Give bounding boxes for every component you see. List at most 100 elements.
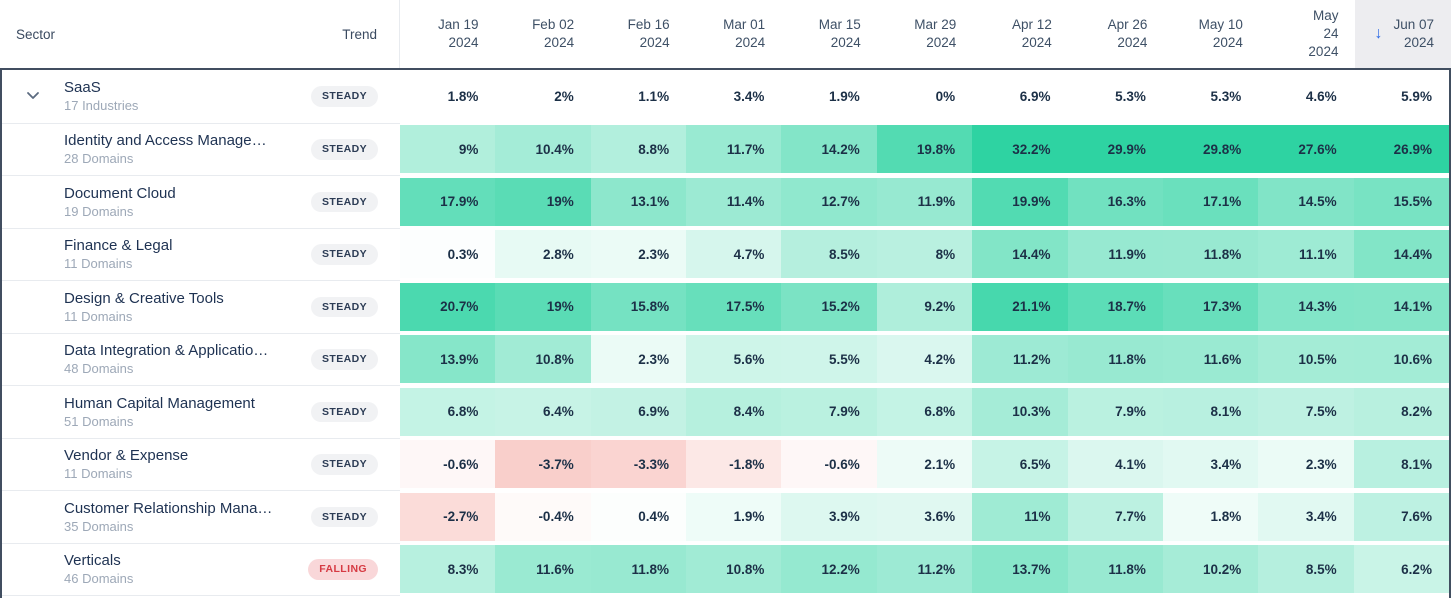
heatmap-cell[interactable]: 17.1%: [1162, 177, 1259, 226]
heatmap-cell[interactable]: -3.3%: [590, 440, 687, 488]
heatmap-cell[interactable]: 4.6%: [1258, 72, 1354, 121]
heatmap-cell[interactable]: 9.2%: [876, 282, 973, 331]
heatmap-cell[interactable]: 15.2%: [781, 282, 877, 331]
heatmap-cell[interactable]: 7.7%: [1067, 492, 1163, 541]
heatmap-cell[interactable]: 7.9%: [1067, 387, 1163, 436]
heatmap-cell[interactable]: 11.6%: [1162, 335, 1259, 383]
column-header-date[interactable]: Mar 01 2024: [687, 0, 783, 68]
heatmap-cell[interactable]: 2.3%: [1258, 440, 1354, 488]
heatmap-cell[interactable]: 11.6%: [495, 545, 591, 593]
heatmap-cell[interactable]: 8.8%: [590, 125, 687, 173]
column-header-date[interactable]: Mar 15 2024: [782, 0, 878, 68]
heatmap-cell[interactable]: 14.5%: [1258, 177, 1354, 226]
heatmap-cell[interactable]: 11.4%: [686, 177, 782, 226]
sector-row[interactable]: Finance & Legal 11 Domains STEADY: [2, 227, 400, 280]
heatmap-cell[interactable]: 14.1%: [1353, 282, 1449, 331]
heatmap-cell[interactable]: 19%: [495, 282, 591, 331]
heatmap-cell[interactable]: 19.8%: [876, 125, 973, 173]
heatmap-cell[interactable]: 6.9%: [590, 387, 687, 436]
heatmap-cell[interactable]: 7.6%: [1353, 492, 1449, 541]
heatmap-cell[interactable]: 26.9%: [1353, 125, 1449, 173]
heatmap-cell[interactable]: 0.4%: [590, 492, 687, 541]
heatmap-cell[interactable]: 11.1%: [1258, 230, 1354, 278]
heatmap-cell[interactable]: 16.3%: [1067, 177, 1163, 226]
column-header-date[interactable]: ↓ Jun 07 2024: [1355, 0, 1451, 68]
heatmap-cell[interactable]: 10.5%: [1258, 335, 1354, 383]
heatmap-cell[interactable]: 3.9%: [781, 492, 877, 541]
sector-row[interactable]: Vendor & Expense 11 Domains STEADY: [2, 437, 400, 490]
heatmap-cell[interactable]: 29.8%: [1162, 125, 1259, 173]
heatmap-cell[interactable]: 5.3%: [1162, 72, 1259, 121]
heatmap-cell[interactable]: 2.3%: [590, 335, 687, 383]
heatmap-cell[interactable]: 8.1%: [1162, 387, 1259, 436]
heatmap-cell[interactable]: -0.4%: [495, 492, 591, 541]
heatmap-cell[interactable]: -1.8%: [686, 440, 782, 488]
heatmap-cell[interactable]: 1.1%: [590, 72, 687, 121]
column-header-date[interactable]: Mar 29 2024: [878, 0, 974, 68]
heatmap-cell[interactable]: 11.8%: [1067, 545, 1163, 593]
sector-row-parent[interactable]: SaaS 17 Industries STEADY: [2, 70, 400, 123]
heatmap-cell[interactable]: 2.8%: [495, 230, 591, 278]
heatmap-cell[interactable]: 7.9%: [781, 387, 877, 436]
heatmap-cell[interactable]: 32.2%: [972, 125, 1068, 173]
heatmap-cell[interactable]: 8.2%: [1353, 387, 1449, 436]
heatmap-cell[interactable]: 6.8%: [876, 387, 973, 436]
heatmap-cell[interactable]: 5.6%: [686, 335, 782, 383]
heatmap-cell[interactable]: 14.3%: [1258, 282, 1354, 331]
heatmap-cell[interactable]: 9%: [400, 125, 496, 173]
heatmap-cell[interactable]: -0.6%: [781, 440, 877, 488]
heatmap-cell[interactable]: -3.7%: [495, 440, 591, 488]
heatmap-cell[interactable]: 10.8%: [495, 335, 591, 383]
heatmap-cell[interactable]: 17.9%: [400, 177, 496, 226]
heatmap-cell[interactable]: 12.2%: [781, 545, 877, 593]
sector-row[interactable]: Verticals 46 Domains FALLING: [2, 542, 400, 595]
heatmap-cell[interactable]: 3.4%: [686, 72, 782, 121]
heatmap-cell[interactable]: 8%: [876, 230, 973, 278]
heatmap-cell[interactable]: 8.5%: [781, 230, 877, 278]
heatmap-cell[interactable]: 20.7%: [400, 282, 496, 331]
heatmap-cell[interactable]: 19%: [495, 177, 591, 226]
column-header-date[interactable]: Feb 02 2024: [496, 0, 592, 68]
heatmap-cell[interactable]: 8.5%: [1258, 545, 1354, 593]
heatmap-cell[interactable]: 29.9%: [1067, 125, 1163, 173]
heatmap-cell[interactable]: 1.9%: [686, 492, 782, 541]
heatmap-cell[interactable]: 0.3%: [400, 230, 496, 278]
heatmap-cell[interactable]: 13.7%: [972, 545, 1068, 593]
heatmap-cell[interactable]: 5.9%: [1353, 72, 1449, 121]
heatmap-cell[interactable]: 11.8%: [1162, 230, 1259, 278]
column-header-date[interactable]: Apr 26 2024: [1069, 0, 1165, 68]
heatmap-cell[interactable]: -2.7%: [400, 492, 496, 541]
heatmap-cell[interactable]: 6.8%: [400, 387, 496, 436]
heatmap-cell[interactable]: 6.4%: [495, 387, 591, 436]
heatmap-cell[interactable]: 13.9%: [400, 335, 496, 383]
column-header-date[interactable]: Apr 12 2024: [973, 0, 1069, 68]
heatmap-cell[interactable]: 15.5%: [1353, 177, 1449, 226]
column-header-date[interactable]: Feb 16 2024: [591, 0, 687, 68]
heatmap-cell[interactable]: 19.9%: [972, 177, 1068, 226]
column-header-date[interactable]: May 24 2024: [1260, 0, 1356, 68]
heatmap-cell[interactable]: 15.8%: [590, 282, 687, 331]
chevron-down-icon[interactable]: [26, 87, 40, 105]
sector-row[interactable]: Design & Creative Tools 11 Domains STEADY: [2, 280, 400, 333]
heatmap-cell[interactable]: 10.4%: [495, 125, 591, 173]
heatmap-cell[interactable]: 27.6%: [1258, 125, 1354, 173]
heatmap-cell[interactable]: 2.3%: [590, 230, 687, 278]
heatmap-cell[interactable]: -0.6%: [400, 440, 496, 488]
heatmap-cell[interactable]: 11%: [972, 492, 1068, 541]
sector-row[interactable]: Customer Relationship Mana… 35 Domains STE…: [2, 490, 400, 543]
heatmap-cell[interactable]: 11.9%: [1067, 230, 1163, 278]
heatmap-cell[interactable]: 2%: [495, 72, 591, 121]
heatmap-cell[interactable]: 11.8%: [590, 545, 687, 593]
heatmap-cell[interactable]: 4.1%: [1067, 440, 1163, 488]
heatmap-cell[interactable]: 14.2%: [781, 125, 877, 173]
heatmap-cell[interactable]: 3.6%: [876, 492, 973, 541]
heatmap-cell[interactable]: 1.8%: [400, 72, 496, 121]
heatmap-cell[interactable]: 4.7%: [686, 230, 782, 278]
column-header-date[interactable]: May 10 2024: [1164, 0, 1260, 68]
sector-row[interactable]: Document Cloud 19 Domains STEADY: [2, 175, 400, 228]
heatmap-cell[interactable]: 6.2%: [1353, 545, 1449, 593]
heatmap-cell[interactable]: 8.3%: [400, 545, 496, 593]
heatmap-cell[interactable]: 17.5%: [686, 282, 782, 331]
heatmap-cell[interactable]: 10.6%: [1353, 335, 1449, 383]
heatmap-cell[interactable]: 14.4%: [972, 230, 1068, 278]
